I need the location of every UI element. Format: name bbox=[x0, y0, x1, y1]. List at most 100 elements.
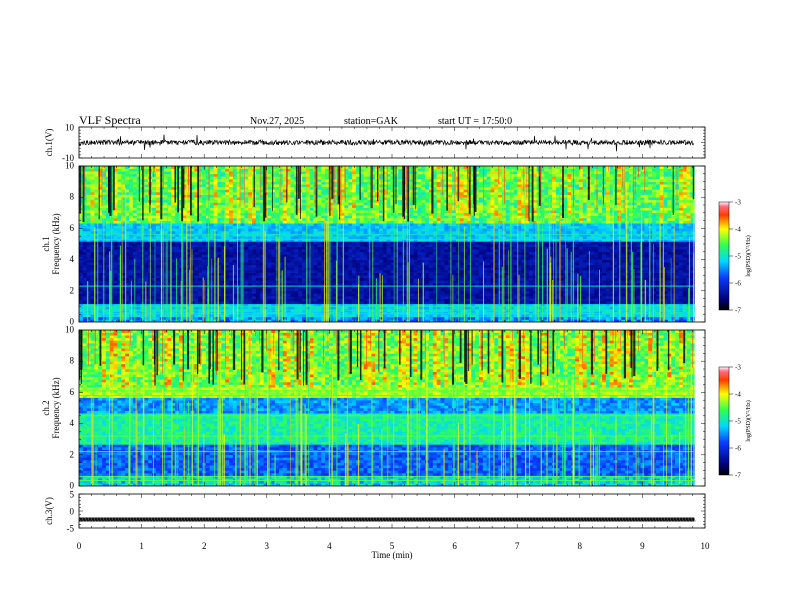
spectrogram-cell bbox=[328, 220, 334, 224]
spectrogram-cell bbox=[321, 264, 326, 268]
spectrogram-cell bbox=[290, 270, 295, 273]
spectrogram-cell bbox=[359, 173, 364, 177]
ch1-waveform-panel: 10 -10 ch.1(V) bbox=[44, 123, 706, 163]
spectrogram-cell bbox=[348, 251, 353, 255]
spectrogram-cell bbox=[102, 173, 107, 177]
spectrogram-cell bbox=[125, 176, 130, 180]
spectrogram-cell bbox=[198, 197, 203, 201]
spectrogram-cell bbox=[259, 277, 264, 281]
spectrogram-cell bbox=[190, 270, 195, 273]
spectrogram-cell bbox=[252, 249, 257, 253]
spectrogram-cell bbox=[136, 277, 141, 281]
spectrogram-cell bbox=[267, 186, 272, 190]
spectrogram-cell bbox=[302, 257, 307, 260]
spectrogram-cell bbox=[309, 298, 314, 302]
spectrogram-cell bbox=[271, 298, 276, 302]
spectrogram-cell bbox=[163, 181, 168, 185]
spectrogram-cell bbox=[86, 319, 91, 322]
spectrogram-cell bbox=[179, 199, 184, 203]
spectrogram-cell bbox=[317, 176, 322, 180]
spectrogram-cell bbox=[105, 225, 111, 229]
spectrogram-cell bbox=[244, 275, 249, 279]
spectrogram-cell bbox=[82, 316, 87, 320]
spectrogram-cell bbox=[163, 290, 168, 294]
spectrogram-cell bbox=[282, 254, 287, 258]
spectrogram-cell bbox=[321, 168, 326, 172]
spectrogram-cell bbox=[163, 225, 168, 229]
spectrogram-cell bbox=[163, 241, 168, 245]
spectrogram-cell bbox=[309, 171, 314, 175]
spectrogram-cell bbox=[209, 186, 214, 190]
spectrogram-cell bbox=[167, 293, 172, 297]
spectrogram-cell bbox=[113, 194, 118, 198]
spectrogram-cell bbox=[132, 210, 137, 214]
spectrogram-cell bbox=[144, 199, 149, 203]
spectrogram-cell bbox=[182, 272, 187, 276]
spectrogram-cell bbox=[390, 298, 395, 302]
spectrogram-cell bbox=[355, 319, 361, 322]
spectrogram-cell bbox=[340, 236, 345, 240]
spectrogram-cell bbox=[244, 228, 249, 232]
spectrogram-cell bbox=[359, 225, 364, 229]
spectrogram-cell bbox=[225, 179, 230, 182]
spectrogram-cell bbox=[363, 225, 368, 229]
spectrogram-cell bbox=[217, 285, 222, 289]
spectrogram-cell bbox=[252, 303, 257, 307]
spectrogram-cell bbox=[129, 272, 134, 276]
spectrogram-cell bbox=[394, 288, 399, 292]
spectrogram-cell bbox=[348, 283, 353, 286]
spectrogram-cell bbox=[309, 241, 314, 245]
spectrogram-cell bbox=[190, 246, 195, 250]
spectrogram-cell bbox=[213, 296, 218, 299]
spectrogram-cell bbox=[271, 202, 276, 206]
spectrogram-cell bbox=[179, 270, 184, 273]
spectrogram-cell bbox=[348, 189, 353, 193]
spectrogram-cell bbox=[105, 264, 111, 268]
spectrogram-cell bbox=[113, 179, 118, 182]
spectrogram-cell bbox=[336, 298, 341, 302]
spectrogram-cell bbox=[305, 220, 311, 224]
spectrogram-cell bbox=[136, 280, 141, 284]
spectrogram-cell bbox=[352, 262, 357, 266]
spectrogram-cell bbox=[290, 285, 295, 289]
spectrogram-cell bbox=[144, 306, 149, 310]
spectrogram-cell bbox=[155, 319, 161, 322]
spectrogram-cell bbox=[290, 231, 295, 234]
spectrogram-cell bbox=[359, 270, 364, 273]
spectrogram-cell bbox=[267, 285, 272, 289]
spectrogram-cell bbox=[228, 220, 234, 224]
spectrogram-cell bbox=[375, 238, 380, 242]
spectrogram-cell bbox=[305, 236, 311, 240]
spectrogram-cell bbox=[155, 192, 161, 195]
spectrogram-cell bbox=[167, 319, 172, 322]
spectrogram-cell bbox=[321, 306, 326, 310]
spectrogram-cell bbox=[186, 254, 191, 258]
spectrogram-cell bbox=[232, 199, 237, 203]
spectrogram-cell bbox=[90, 189, 95, 193]
spectrogram-cell bbox=[252, 275, 257, 279]
spectrogram-cell bbox=[217, 238, 222, 242]
spectrogram-cell bbox=[394, 210, 399, 214]
spectrogram-cell bbox=[175, 275, 180, 279]
spectrogram-cell bbox=[202, 218, 207, 221]
spectrogram-cell bbox=[190, 171, 195, 175]
spectrogram-cell bbox=[255, 199, 261, 203]
spectrogram-cell bbox=[163, 306, 168, 310]
spectrogram-cell bbox=[282, 207, 287, 211]
spectrogram-cell bbox=[144, 319, 149, 322]
spectrogram-cell bbox=[305, 259, 311, 263]
spectrogram-cell bbox=[309, 179, 314, 182]
spectrogram-cell bbox=[244, 290, 249, 294]
spectrogram-cell bbox=[332, 264, 337, 268]
spectrogram-cell bbox=[298, 314, 303, 318]
spectrogram-cell bbox=[390, 288, 395, 292]
spectrogram-cell bbox=[328, 207, 334, 211]
spectrogram-cell bbox=[267, 207, 272, 211]
spectrogram-cell bbox=[82, 254, 87, 258]
spectrogram-cell bbox=[117, 199, 122, 203]
spectrogram-cell bbox=[190, 249, 195, 253]
spectrogram-cell bbox=[94, 168, 99, 172]
spectrogram-cell bbox=[367, 181, 372, 185]
spectrogram-cell bbox=[375, 290, 380, 294]
spectrogram-cell bbox=[294, 251, 299, 255]
